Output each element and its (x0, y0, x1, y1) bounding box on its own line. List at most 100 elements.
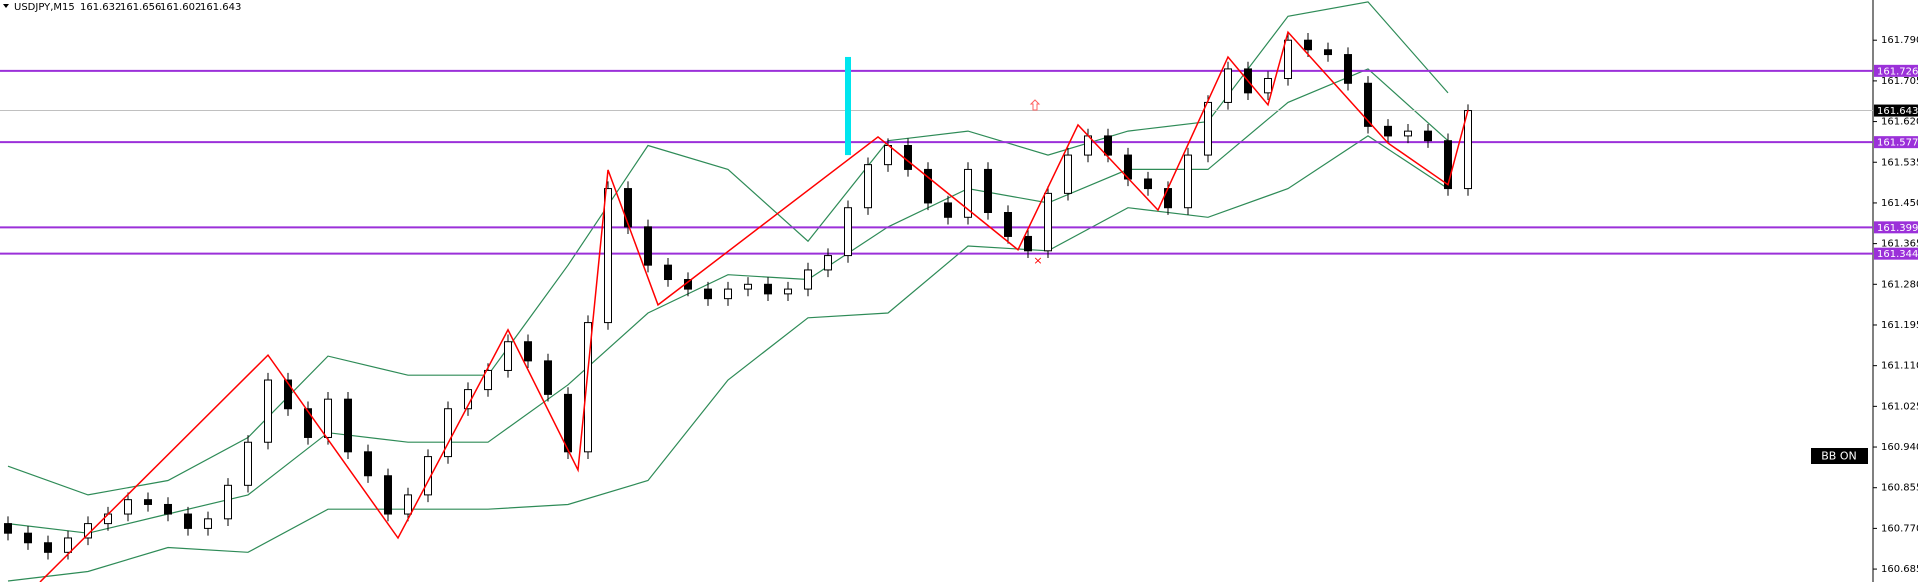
candle-body (724, 288, 732, 300)
candle-body (244, 441, 252, 486)
symbol: USDJPY,M15 (14, 2, 75, 13)
candle-body (364, 451, 372, 477)
candle-body (944, 202, 952, 218)
y-tick-label: 161.705 (1881, 76, 1918, 87)
y-tick-label: 161.535 (1881, 157, 1918, 168)
candle-body (444, 408, 452, 458)
candle-body (1044, 192, 1052, 252)
y-tick-label: 161.450 (1881, 198, 1918, 209)
level-label: 161.344 (1877, 249, 1918, 260)
candle-body (1344, 54, 1352, 84)
header-close: 161.643 (200, 2, 241, 13)
candle-body (1324, 49, 1332, 56)
level-label: 161.399 (1877, 223, 1918, 234)
candle-body (924, 168, 932, 204)
candle-body (764, 283, 772, 295)
candle-body (64, 537, 72, 553)
candle-body (1304, 39, 1312, 51)
bb-button[interactable] (1811, 448, 1868, 464)
bollinger-band (7, 68, 1449, 534)
level-label: 161.726 (1877, 66, 1918, 77)
bollinger-band (7, 135, 1449, 582)
candle-body (1224, 68, 1232, 103)
candle-body (1444, 140, 1452, 190)
candle-body (504, 341, 512, 371)
candle-body (1404, 130, 1412, 137)
candle-body (644, 226, 652, 266)
candle-body (784, 288, 792, 295)
candle-body (224, 484, 232, 520)
candle-body (1104, 135, 1112, 156)
candle-body (744, 283, 752, 290)
candle-body (1424, 130, 1432, 142)
candle-body (104, 513, 112, 525)
candle-body (1004, 212, 1012, 237)
bb-button-label[interactable]: BB ON (1821, 450, 1856, 463)
level-label-box (1874, 247, 1918, 260)
y-tick-label: 161.620 (1881, 117, 1918, 128)
y-tick-label: 160.770 (1881, 523, 1918, 534)
candle-body (904, 145, 912, 170)
y-tick-label: 161.195 (1881, 320, 1918, 331)
candle-body (164, 503, 172, 515)
candle-body (284, 379, 292, 410)
header-open: 161.632 (80, 2, 121, 13)
candle-body (264, 379, 272, 443)
zigzag (39, 30, 1469, 583)
candle-body (1184, 154, 1192, 209)
y-tick-label: 161.025 (1881, 401, 1918, 412)
candle-body (544, 360, 552, 395)
candle-body (344, 398, 352, 453)
candle-body (564, 393, 572, 453)
candle-body (604, 188, 612, 324)
candle-body (844, 207, 852, 257)
candle-body (1384, 125, 1392, 137)
candle-body (384, 475, 392, 515)
candle-body (44, 542, 52, 553)
candle-body (304, 408, 312, 438)
signal-bar (845, 56, 851, 156)
candle-body (404, 494, 412, 515)
candle-body (1164, 188, 1172, 209)
last-price-box (1874, 104, 1918, 117)
menu-arrow (3, 4, 9, 8)
candle-body (824, 255, 832, 271)
y-tick-label: 160.940 (1881, 442, 1918, 453)
candle-body (1144, 178, 1152, 190)
candle-body (484, 369, 492, 391)
candle-body (324, 398, 332, 438)
last-price-label: 161.643 (1877, 106, 1918, 117)
candle-body (1204, 101, 1212, 156)
candle-body (1264, 77, 1272, 94)
level-label-box (1874, 221, 1918, 234)
y-tick-label: 160.685 (1881, 564, 1918, 575)
y-tick-label: 161.365 (1881, 239, 1918, 250)
header-low: 161.602 (160, 2, 201, 13)
candle-body (1064, 154, 1072, 194)
candle-body (664, 264, 672, 281)
candle-body (1464, 110, 1472, 190)
candle-body (1024, 235, 1032, 252)
candle-body (24, 532, 32, 544)
candle-body (804, 269, 812, 290)
candle-body (1284, 39, 1292, 79)
candle-body (864, 164, 872, 209)
candle-body (144, 499, 152, 505)
level-label: 161.577 (1877, 138, 1918, 149)
level-label-box (1874, 64, 1918, 77)
candle-body (184, 513, 192, 529)
candle-body (4, 523, 12, 534)
y-tick-label: 160.855 (1881, 483, 1918, 494)
candle-body (704, 288, 712, 300)
candle-body (984, 168, 992, 214)
candle-body (884, 145, 892, 166)
cross-marker: × (1033, 254, 1042, 267)
candle-body (524, 341, 532, 362)
candle-body (964, 168, 972, 218)
header-high: 161.656 (120, 2, 161, 13)
candle-body (204, 518, 212, 529)
candle-body (584, 322, 592, 453)
